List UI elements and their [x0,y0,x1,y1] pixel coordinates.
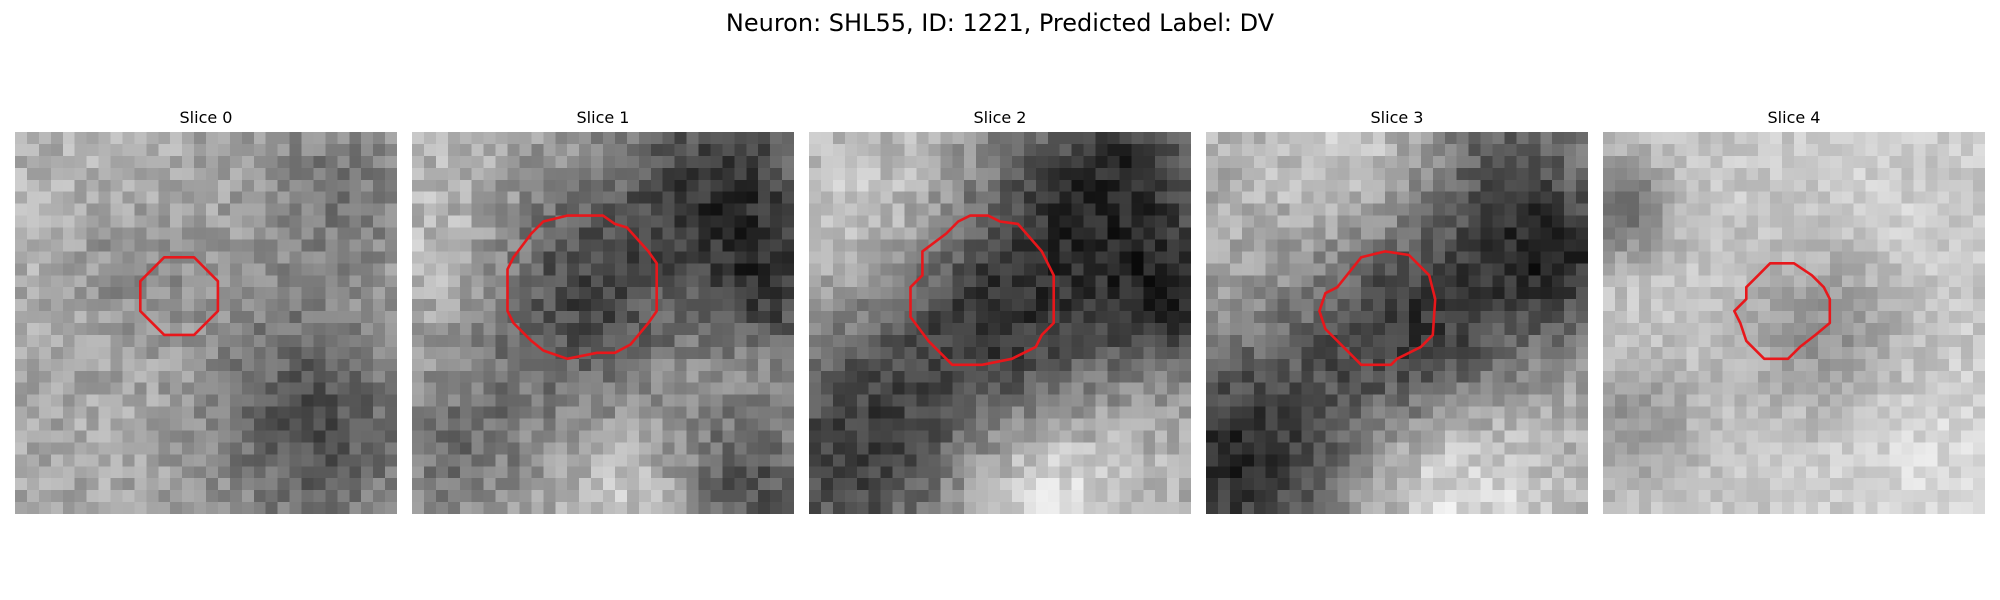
slice-title-2: Slice 2 [973,108,1027,127]
slice-panel-1: Slice 1 [412,108,794,514]
pixel-grid [1206,132,1588,514]
slice-title-3: Slice 3 [1370,108,1424,127]
slice-panel-2: Slice 2 [809,108,1191,514]
slice-title-4: Slice 4 [1767,108,1821,127]
slice-image-0 [15,132,397,514]
roi-outline [909,214,1055,367]
pixel-grid [15,132,397,514]
roi-outline [506,214,658,361]
pixel-grid [809,132,1191,514]
pixel-grid [1603,132,1985,514]
slice-image-3 [1206,132,1588,514]
slice-panel-4: Slice 4 [1603,108,1985,514]
slice-image-1 [412,132,794,514]
slice-panel-3: Slice 3 [1206,108,1588,514]
figure-title: Neuron: SHL55, ID: 1221, Predicted Label… [725,9,1275,37]
slice-panel-0: Slice 0 [15,108,397,514]
roi-outline [1318,250,1437,367]
slice-image-4 [1603,132,1985,514]
roi-outline [1733,262,1832,361]
roi-outline [139,256,220,337]
slice-image-2 [809,132,1191,514]
pixel-grid [412,132,794,514]
slice-title-0: Slice 0 [179,108,233,127]
slice-title-1: Slice 1 [576,108,630,127]
